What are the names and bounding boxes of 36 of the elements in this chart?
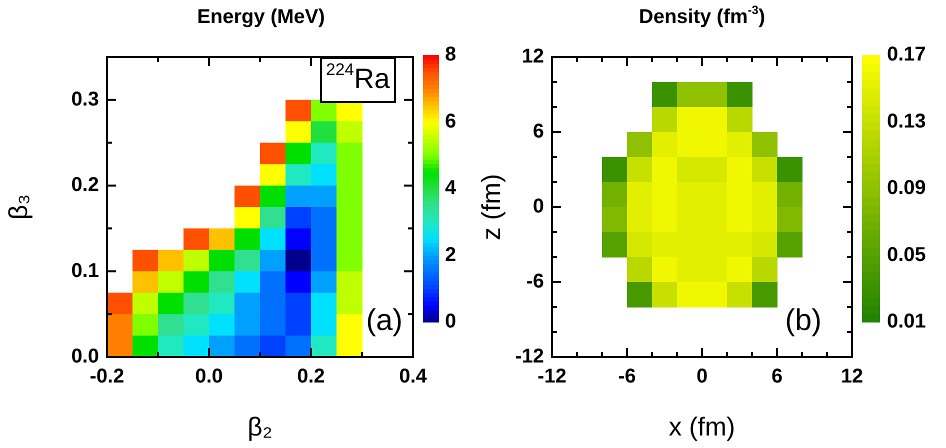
y-tick-label: 6 — [532, 120, 544, 143]
annotation: (b) — [785, 304, 822, 337]
color-bar-label: 0.13 — [887, 110, 926, 132]
color-bar-label: 0.17 — [887, 44, 926, 66]
y-tick-label: 12 — [522, 46, 544, 68]
chart-title: Energy (MeV) — [197, 6, 325, 29]
color-bar-label: 0.05 — [887, 244, 926, 266]
color-bar-label: 0.09 — [887, 177, 926, 200]
color-bar-label: 0.01 — [887, 310, 926, 333]
x-tick-label: 6 — [771, 366, 783, 388]
color-bar-label: 0 — [445, 310, 456, 333]
y-tick-label: 0.2 — [71, 174, 99, 196]
color-bar-label: 8 — [445, 44, 456, 66]
x-tick-label: 0.4 — [399, 366, 428, 388]
y-tick-label: 0.0 — [71, 346, 99, 368]
y-tick-label: 0 — [532, 196, 544, 218]
color-bar-label: 2 — [445, 244, 456, 266]
x-tick-label: 0.0 — [195, 366, 223, 388]
x-axis-title: β₂ — [247, 412, 273, 442]
annotation: $^{224}$Ra — [320, 57, 396, 103]
y-tick-label: -12 — [515, 346, 544, 368]
x-tick-label: 0 — [696, 366, 708, 388]
y-axis-title: β₃ — [2, 194, 33, 220]
y-axis-title: z (fm) — [476, 174, 506, 240]
y-tick-label: -6 — [526, 270, 544, 293]
annotation: (a) — [366, 304, 403, 337]
chart-title: Density (fm$^{-3}$) — [638, 3, 766, 29]
x-tick-label: 0.2 — [297, 366, 325, 388]
y-tick-label: 0.1 — [71, 260, 99, 282]
x-axis-title: x (fm) — [668, 412, 736, 442]
x-tick-label: -6 — [618, 366, 636, 388]
x-tick-label: 12 — [840, 366, 864, 388]
color-bar-label: 4 — [445, 177, 457, 200]
y-tick-label: 0.3 — [71, 88, 99, 110]
color-bar-label: 6 — [445, 110, 456, 132]
x-tick-label: -0.2 — [90, 366, 124, 388]
